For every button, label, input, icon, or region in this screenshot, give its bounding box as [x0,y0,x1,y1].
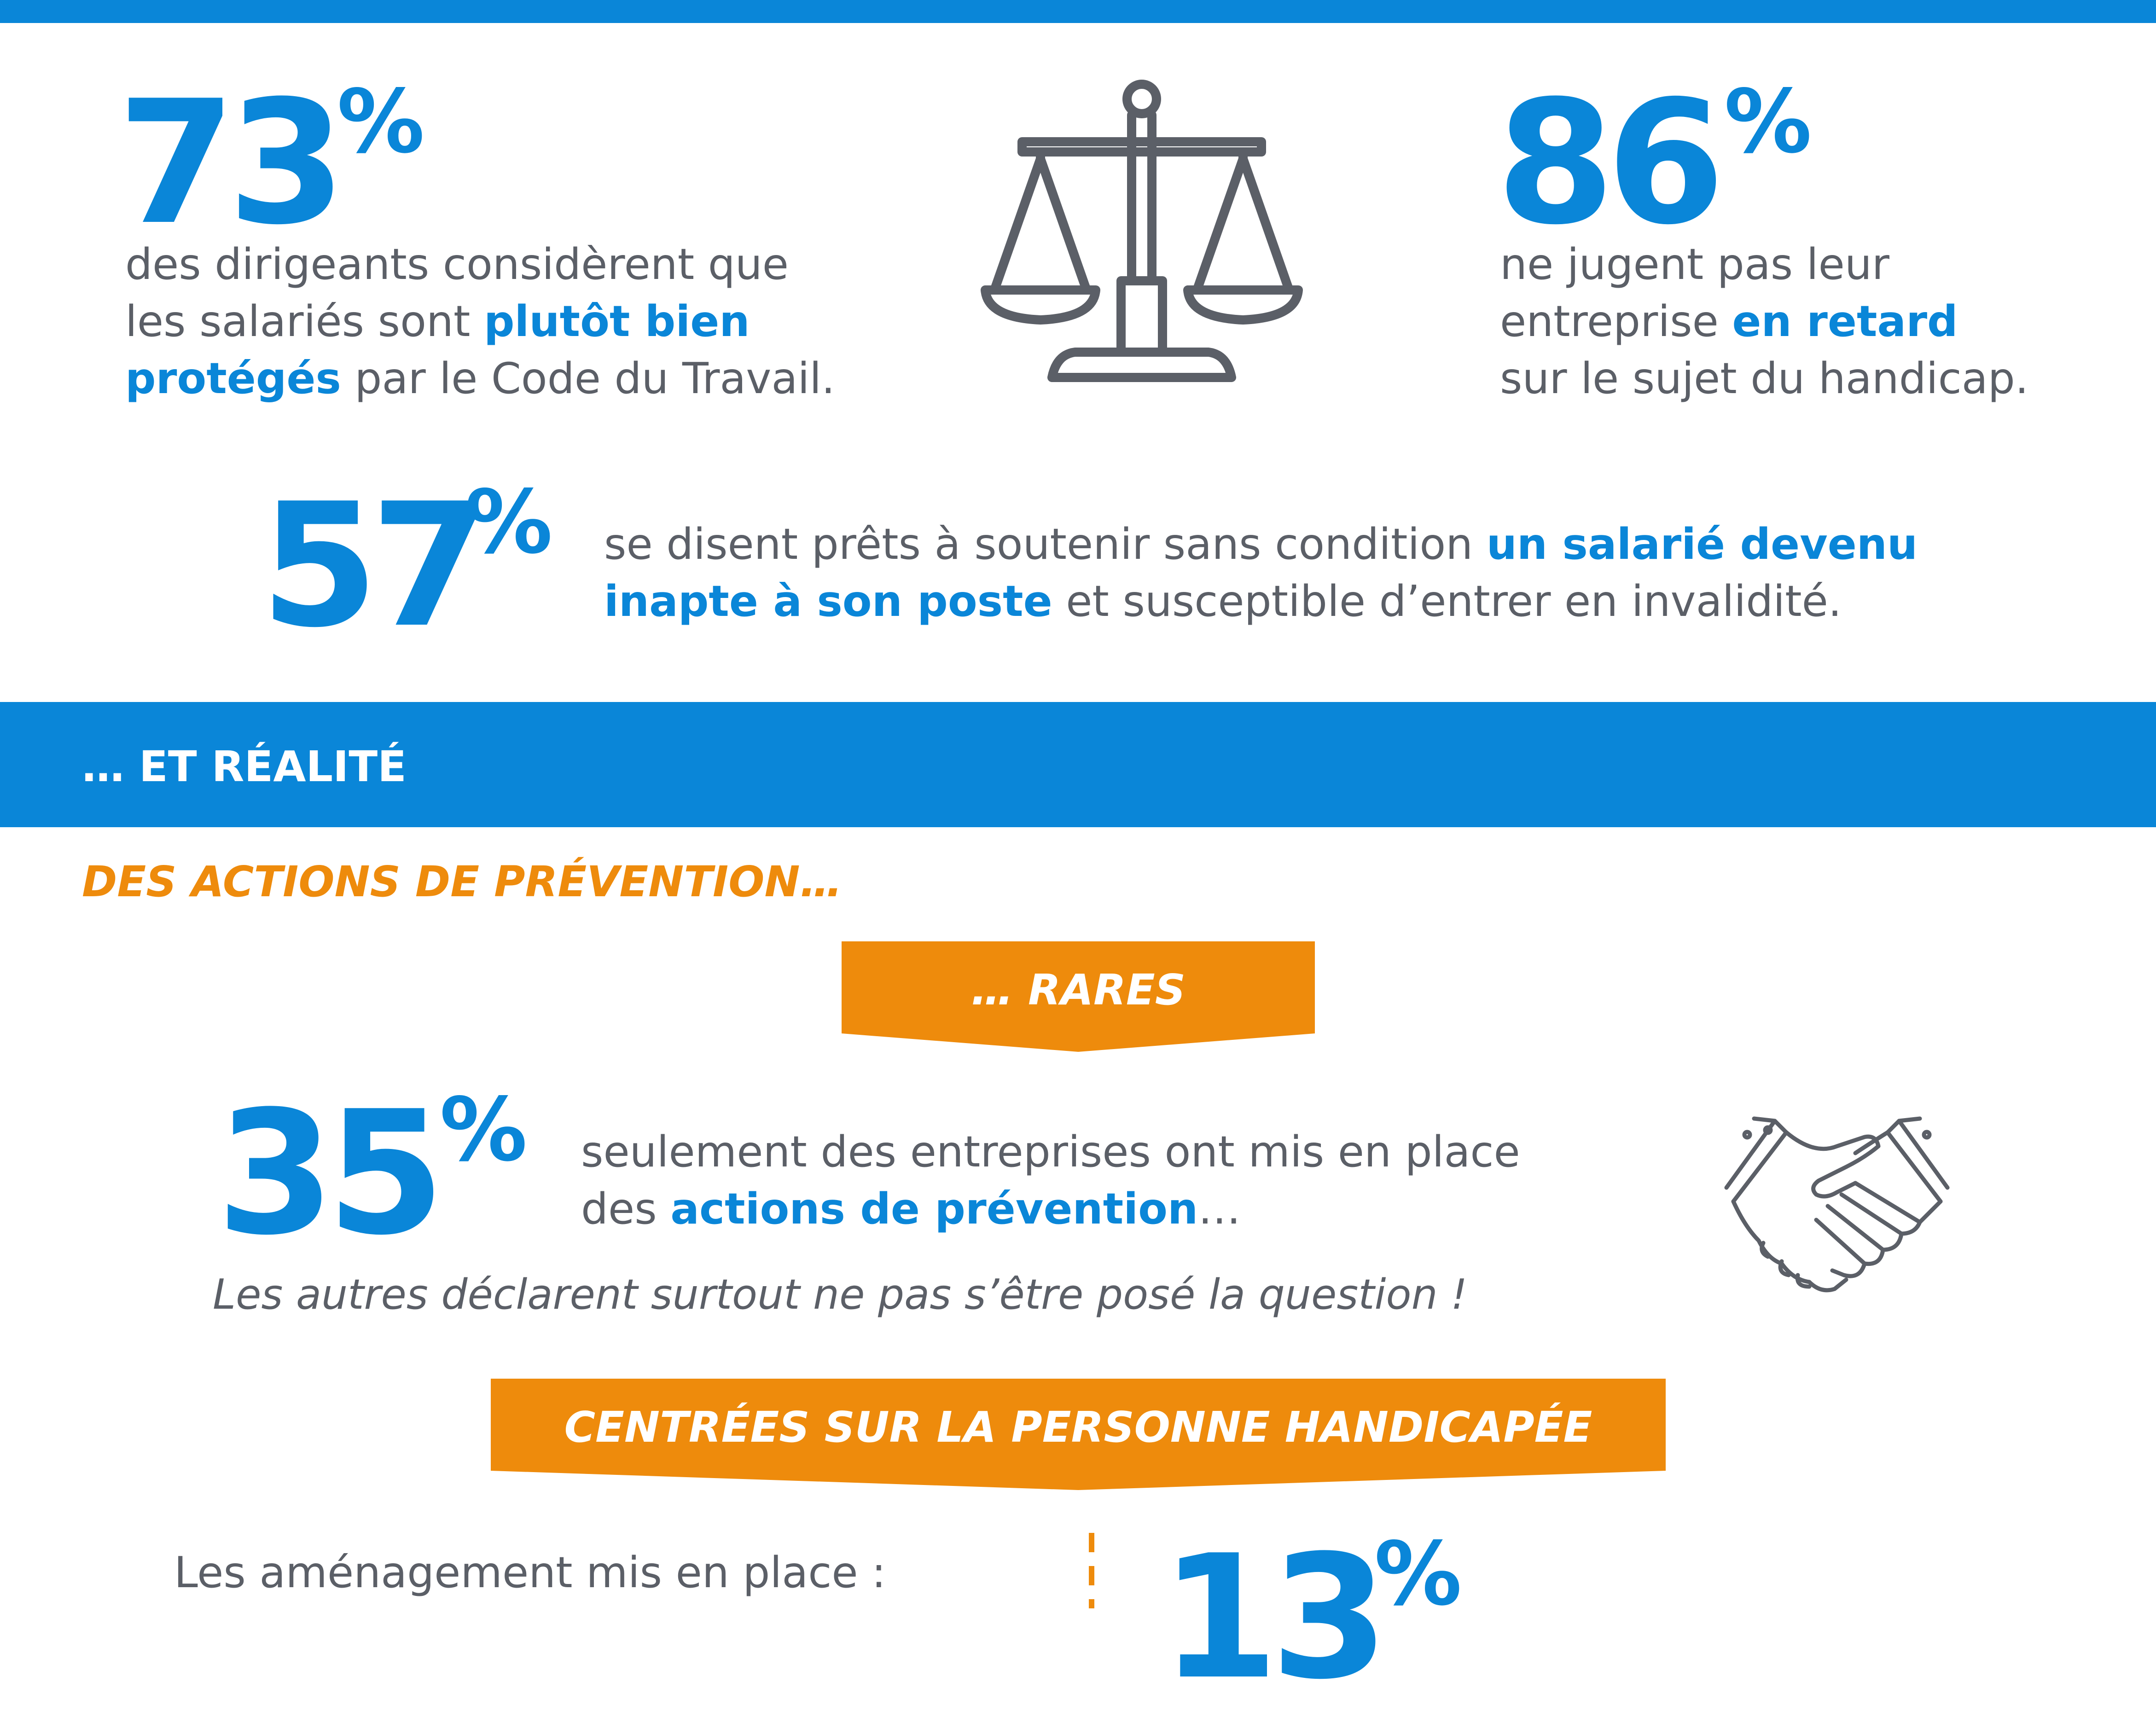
stat-35-line2-pre: des [581,1184,671,1234]
stat-57-line2: inapte à son poste et susceptible d’entr… [604,573,1918,630]
stat-35-line2-post: … [1198,1184,1241,1234]
stat-13-number: 13 [1160,1519,1389,1717]
stat-57-line2-post: et susceptible d’entrer en invalidité. [1052,576,1842,626]
top-bar [0,0,2156,23]
ribbon-centrees-label: CENTRÉES SUR LA PERSONNE HANDICAPÉE [564,1403,1592,1452]
stat-73-line3-bold: protégés [125,354,341,403]
ribbon-rares-label: … RARES [970,965,1186,1015]
stat-13-percent: % [1374,1523,1462,1625]
stat-73-line2: les salariés sont plutôt bien [125,293,835,350]
orange-divider [1089,1533,1094,1608]
stat-35-text: seulement des entreprises ont mis en pla… [581,1123,1520,1237]
stat-57-text: se disent prêts à soutenir sans conditio… [604,516,1918,630]
stat-35-line2: des actions de prévention… [581,1180,1520,1237]
stat-35-line1: seulement des entreprises ont mis en pla… [581,1127,1520,1177]
stat-86-percent: % [1724,71,1812,173]
stat-35-line2-bold: actions de prévention [670,1184,1198,1234]
stat-57-percent: % [465,471,553,573]
stat-86-text: ne jugent pas leur entreprise en retard … [1500,236,2028,407]
stat-35-percent: % [440,1079,528,1181]
stat-86-line2-pre: entreprise [1500,296,1732,346]
stat-57-line1-pre: se disent prêts à soutenir sans conditio… [604,519,1487,569]
stat-73-line3: protégés par le Code du Travail. [125,350,835,407]
stat-57-line1: se disent prêts à soutenir sans conditio… [604,516,1918,573]
stat-73-line3-post: par le Code du Travail. [341,354,835,403]
stat-86-number: 86 [1496,64,1725,262]
stat-35-number: 35 [216,1075,445,1273]
prevention-heading: DES ACTIONS DE PRÉVENTION… [82,857,843,906]
stat-73-line2-bold: plutôt bien [483,296,750,346]
stat-57-number: 57 [260,467,489,665]
stat-86-line2-bold: en retard [1732,296,1958,346]
handshake-icon [1724,1116,1950,1293]
ribbon-rares: … RARES [842,941,1315,1052]
section-band-title: … ET RÉALITÉ [82,742,407,791]
stat-86-line3: sur le sujet du handicap. [1500,354,2029,403]
stat-73-percent: % [337,71,425,173]
stat-73-text: des dirigeants considèrent que les salar… [125,236,835,407]
scale-icon [981,80,1303,382]
stat-86-line1: ne jugent pas leur [1500,239,1889,289]
section-band [0,702,2156,827]
stat-57-line1-bold: un salarié devenu [1486,519,1918,569]
ribbon-centrees: CENTRÉES SUR LA PERSONNE HANDICAPÉE [491,1379,1666,1490]
stat-73-line1: des dirigeants considèrent que [125,239,789,289]
amenagement-label: Les aménagement mis en place : [174,1548,886,1597]
stat-73-number: 73 [117,64,346,262]
stat-57-line2-bold: inapte à son poste [604,576,1052,626]
stat-73-line2-pre: les salariés sont [125,296,484,346]
prevention-note: Les autres déclarent surtout ne pas s’êt… [213,1270,1468,1319]
stat-86-line2: entreprise en retard [1500,293,2028,350]
